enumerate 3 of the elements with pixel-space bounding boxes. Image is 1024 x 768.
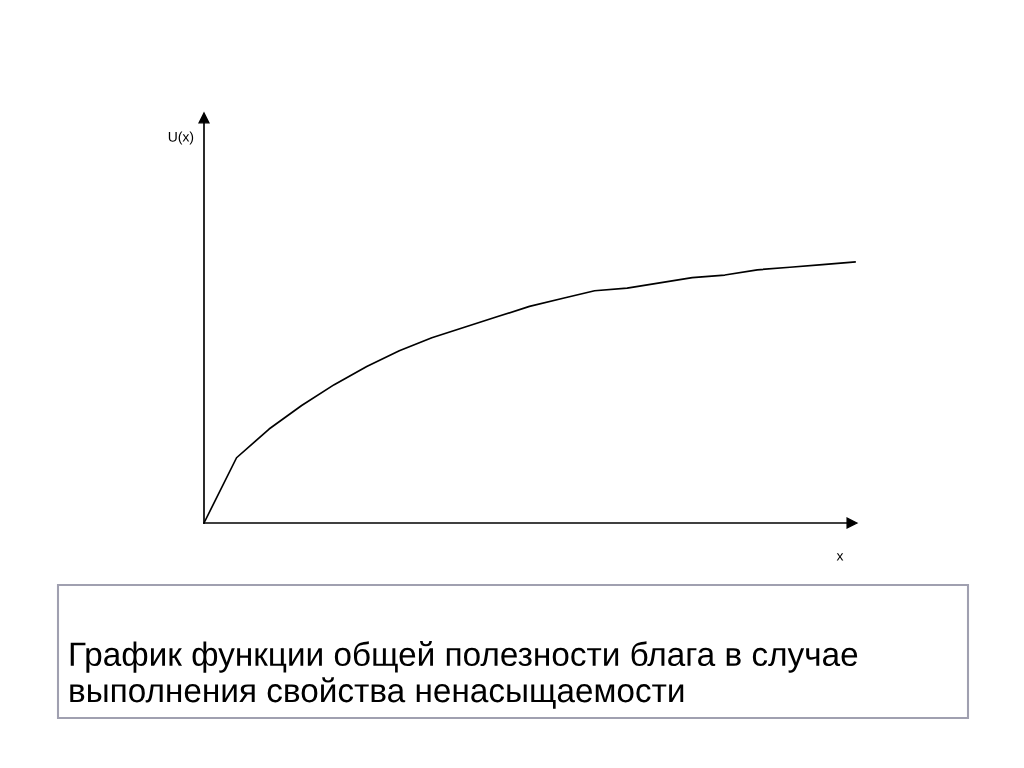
text: График функции общей полезности блага в случае выполнения свойства ненасыщаемости <box>70 641 858 709</box>
x-axis-title: x <box>836 553 844 561</box>
text: U(x) <box>168 131 194 145</box>
